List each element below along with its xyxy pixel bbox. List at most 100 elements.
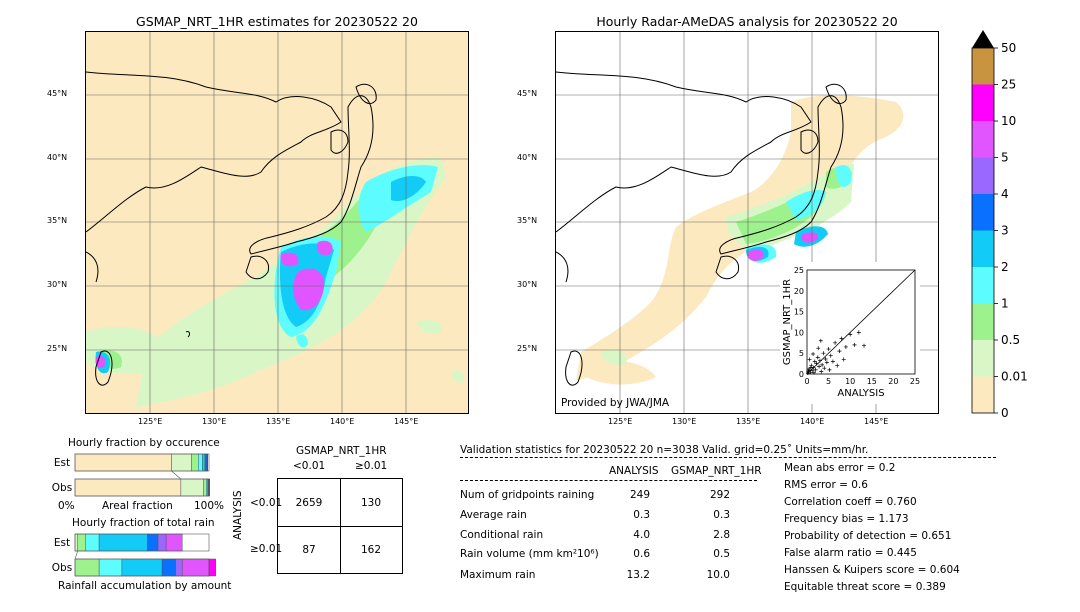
scatter-point-21 [830,359,835,364]
occurrence-chart: Est Obs [40,449,240,501]
ct-row-label: ANALYSIS [232,490,244,540]
colorbar-label-2: 0.5 [1001,333,1020,347]
rain-cat-0: Est [54,537,70,549]
rain-frame-0 [74,533,210,552]
occ-cat-0: Est [54,457,70,469]
scatter-ytick-2: 10 [794,328,804,337]
scatter-point-10 [817,364,822,369]
scatter-ytick-4: 20 [794,287,804,296]
score-4: Probability of detection = 0.651 [784,530,952,542]
scatter-point-22 [833,340,838,345]
left-xtick-4: 145°E [394,417,419,426]
colorbar-label-1: 0.01 [1001,370,1028,384]
occ-connector [171,470,182,480]
rain-bar-0-1 [77,533,86,552]
scatter-point-39 [811,370,816,375]
vrow-2-a: 4.0 [633,529,650,541]
colorbar-swatch-1 [972,340,994,377]
score-1: RMS error = 0.6 [784,479,868,491]
scatter-point-7 [813,367,818,372]
ct-cell-10: 87 [302,544,316,556]
scatter-point-15 [822,366,827,371]
scatter-point-8 [814,361,819,366]
scatter-point-37 [806,368,811,373]
ct-cell-01: 130 [360,497,382,509]
occ-bar-1-2 [203,478,207,497]
colorbar-swatch-6 [972,157,994,194]
scatter-point-18 [826,347,831,352]
rainfrac-chart: Est Obs [40,529,240,581]
rain-bar-1-3 [121,558,163,577]
occ-frame-1 [74,478,210,497]
left-map-coastlines [86,71,377,386]
validation-header: Validation statistics for 20230522 20 n=… [460,444,869,456]
colorbar-label-7: 5 [1001,151,1009,165]
radar-field-magenta [747,232,819,261]
rain-bar-0-5 [157,533,167,552]
rainfrac-svg: Est Obs [52,533,216,577]
right-map-coastlines [556,71,847,386]
scatter-point-32 [807,357,812,362]
vrow-2-b: 2.8 [713,529,730,541]
colorbar-extend-arrow [972,30,994,48]
colorbar-swatch-7 [972,121,994,158]
rain-field-magenta [95,240,333,368]
score-3: Frequency bias = 1.173 [784,513,909,525]
colorbar-label-5: 3 [1001,224,1009,238]
ct-col-1: ≥0.01 [355,460,388,472]
validation-col2: GSMAP_NRT_1HR [671,465,762,477]
vrow-4-b: 10.0 [706,569,730,581]
scatter-point-20 [828,353,833,358]
rain-bar-0-6 [165,533,183,552]
score-7: Equitable threat score = 0.389 [784,581,946,593]
colorbar-label-9: 25 [1001,78,1016,92]
scatter-point-19 [827,367,832,372]
right-xtick-3: 140°E [800,417,825,426]
ct-cell-11: 162 [360,544,382,556]
scatter-point-30 [856,330,861,335]
occ-bar-0-3 [198,453,203,472]
rain-bar-0-0 [74,533,78,552]
colorbar-label-4: 2 [1001,260,1009,274]
occ-bar-1-0 [74,478,182,497]
scatter-svg: 00 5 5 10 10 15 15 20 20 25 25 ANALYSIS GSMAP_NRT_1H… [782,266,920,399]
vrow-1-label: Average rain [460,509,527,521]
right-xtick-2: 135°E [736,417,761,426]
left-ytick-0: 45°N [47,89,68,98]
occ-cat-1: Obs [52,482,72,494]
score-0: Mean abs error = 0.2 [784,462,896,474]
scatter-point-17 [824,360,829,365]
left-ytick-1: 40°N [47,153,68,162]
scatter-xtick-4: 20 [888,377,898,386]
scatter-point-23 [835,363,840,368]
vrow-1-a: 0.3 [633,509,650,521]
ct-cell-00: 2659 [295,497,323,509]
scatter-xtick-5: 25 [910,377,920,386]
colorbar-swatch-4 [972,230,994,267]
colorbar-label-8: 10 [1001,114,1016,128]
colorbar-swatch-0 [972,376,994,413]
right-map-svg [556,32,938,413]
scatter-point-29 [852,342,857,347]
occ-bar-0-5 [204,453,208,472]
colorbar-label-0: 0 [1001,406,1009,418]
colorbar-swatch-5 [972,194,994,231]
left-xtick-1: 130°E [202,417,227,426]
scatter-point-35 [818,338,823,343]
right-map-title: Hourly Radar-AMeDAS analysis for 2023052… [596,14,898,29]
score-2: Correlation coeff = 0.760 [784,496,917,508]
scatter-point-25 [839,336,844,341]
colorbar: 0 0.01 0.5 1 2 3 4 5 10 25 50 [964,28,1034,420]
scatter-ytick-0: 0 [799,370,804,379]
vrow-3-b: 0.5 [713,548,730,560]
scatter-point-16 [823,357,828,362]
scatter-point-24 [837,349,842,354]
rain-connector [74,550,78,560]
scatter-point-14 [821,351,826,356]
rainfrac-xlabel: Rainfall accumulation by amount [58,580,232,592]
scatter-point-28 [848,332,853,337]
scatter-ytick-5: 25 [794,266,804,275]
scatter-point-6 [812,359,817,364]
scatter-xtick-2: 10 [845,377,855,386]
rain-bar-0-3 [98,533,148,552]
